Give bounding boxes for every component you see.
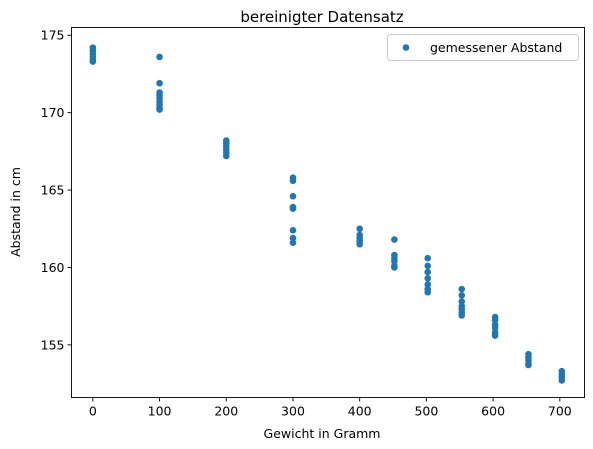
y-tick-label: 165 bbox=[41, 183, 65, 198]
data-point bbox=[289, 192, 297, 200]
data-point bbox=[89, 58, 97, 65]
x-tick-label: 300 bbox=[281, 404, 305, 419]
x-tick-label: 600 bbox=[481, 404, 505, 419]
x-tick-label: 100 bbox=[148, 404, 172, 419]
x-tick-label: 500 bbox=[414, 404, 438, 419]
data-point bbox=[458, 285, 466, 293]
data-point bbox=[458, 292, 466, 299]
data-point bbox=[391, 264, 398, 271]
data-point bbox=[558, 377, 566, 384]
data-point bbox=[391, 236, 398, 243]
data-point bbox=[424, 268, 432, 276]
data-point bbox=[491, 332, 499, 339]
x-tick-label: 0 bbox=[89, 404, 97, 419]
data-point bbox=[156, 53, 163, 61]
data-point bbox=[289, 177, 297, 185]
plot-area-frame bbox=[71, 27, 585, 398]
data-point bbox=[525, 361, 532, 369]
y-tick-label: 175 bbox=[41, 28, 65, 43]
legend-box bbox=[387, 34, 579, 61]
data-point bbox=[391, 257, 398, 265]
data-point bbox=[356, 225, 363, 233]
x-tick-label: 700 bbox=[548, 404, 572, 419]
data-point bbox=[424, 262, 432, 270]
y-tick-label: 170 bbox=[41, 105, 65, 120]
x-axis-ticks: 0 100 200 300 400 500 600 700 bbox=[89, 397, 572, 419]
data-point bbox=[491, 316, 499, 324]
legend-entry-label: gemessener Abstand bbox=[430, 40, 562, 55]
data-point bbox=[289, 234, 297, 242]
y-axis-label: Abstand in cm bbox=[8, 167, 23, 257]
data-point bbox=[222, 152, 230, 160]
y-tick-label: 160 bbox=[41, 260, 65, 275]
data-point bbox=[424, 254, 432, 262]
data-point bbox=[458, 312, 466, 319]
x-tick-label: 400 bbox=[348, 404, 372, 419]
x-axis-label: Gewicht in Gramm bbox=[264, 426, 381, 441]
data-point bbox=[156, 79, 163, 87]
data-point bbox=[491, 324, 499, 332]
data-point bbox=[156, 106, 163, 113]
legend-marker bbox=[402, 44, 410, 51]
chart-title: bereinigter Datensatz bbox=[240, 8, 403, 26]
data-point bbox=[458, 298, 466, 305]
y-tick-label: 155 bbox=[41, 337, 65, 352]
data-point bbox=[289, 227, 297, 234]
data-point bbox=[424, 281, 432, 288]
legend: gemessener Abstand bbox=[387, 34, 579, 61]
data-point bbox=[356, 240, 363, 248]
y-axis-ticks: 155 160 165 170 175 bbox=[41, 28, 72, 352]
data-point bbox=[289, 205, 297, 212]
data-point bbox=[289, 239, 297, 246]
data-point bbox=[424, 288, 432, 296]
x-tick-label: 200 bbox=[214, 404, 238, 419]
data-point bbox=[424, 274, 432, 282]
data-points bbox=[89, 44, 566, 384]
